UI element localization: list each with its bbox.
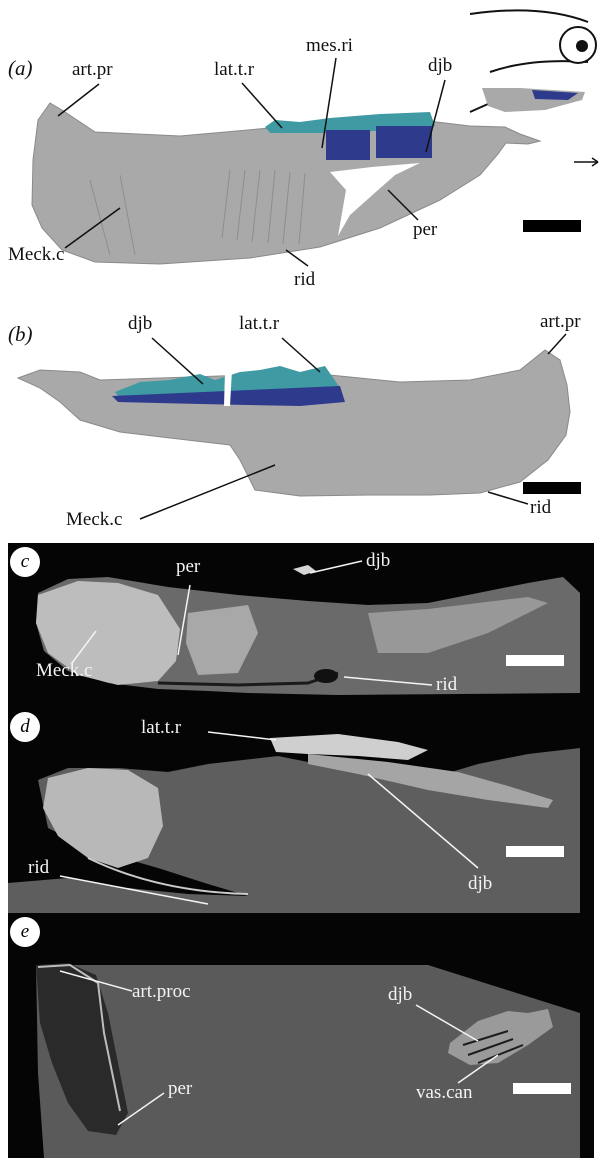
panel-e: e art.proc djb per vas.can: [8, 913, 594, 1158]
label-djb-c: djb: [366, 551, 390, 570]
label-djb-e: djb: [388, 985, 412, 1004]
panel-tag-c: c: [10, 547, 40, 577]
panel-a-figure: [0, 0, 602, 300]
label-per-c: per: [176, 557, 200, 576]
panel-c: c per djb Meck.c rid: [8, 543, 594, 708]
label-rid-c: rid: [436, 675, 457, 694]
panel-tag-e: e: [10, 917, 40, 947]
label-art-pr-b: art.pr: [540, 312, 581, 331]
label-rid: rid: [294, 270, 315, 289]
scale-bar-d: [506, 846, 564, 857]
scale-bar-a: [523, 220, 581, 232]
label-mes-ri: mes.ri: [306, 36, 353, 55]
panel-d-figure: [8, 708, 594, 913]
label-meck-c: Meck.c: [8, 245, 64, 264]
leader-meck-c-b: [140, 465, 275, 519]
label-djb-d: djb: [468, 874, 492, 893]
panel-tag-a: (a): [8, 58, 33, 79]
panel-tag-d: d: [10, 712, 40, 742]
label-rid-d: rid: [28, 858, 49, 877]
dark-pocket-c: [314, 669, 338, 683]
leader-art-pr-b: [548, 334, 566, 354]
panel-d: d lat.t.r rid djb: [8, 708, 594, 913]
dentary-block-1: [326, 130, 370, 160]
panel-e-figure: [8, 913, 594, 1158]
label-lat-t-r-d: lat.t.r: [141, 718, 181, 737]
scale-bar-b: [523, 482, 581, 494]
leader-rid-a: [286, 250, 308, 266]
label-djb: djb: [428, 56, 452, 75]
label-meck-c-c: Meck.c: [36, 661, 92, 680]
label-rid-b: rid: [530, 498, 551, 517]
leader-rid-b: [488, 492, 528, 504]
leader-art-pr-a: [58, 84, 99, 116]
panel-tag-b: (b): [8, 324, 33, 345]
panel-b-figure: [0, 300, 602, 540]
panel-c-figure: [8, 543, 594, 708]
label-djb-b: djb: [128, 314, 152, 333]
label-vas-can: vas.can: [416, 1083, 472, 1102]
label-per-e: per: [168, 1079, 192, 1098]
label-per: per: [413, 220, 437, 239]
inset-eye-icon: [576, 40, 588, 52]
label-lat-t-r: lat.t.r: [214, 60, 254, 79]
label-meck-c-b: Meck.c: [66, 510, 122, 529]
dentary-block-2: [376, 126, 432, 158]
label-art-pr: art.pr: [72, 60, 113, 79]
scale-bar-c: [506, 655, 564, 666]
scale-bar-e: [513, 1083, 571, 1094]
panel-a: (a) art.pr lat.t.r mes.ri djb Meck.c rid…: [0, 0, 602, 300]
label-art-proc: art.proc: [132, 982, 191, 1001]
leader-lat-t-r-a: [242, 83, 282, 128]
leader-lat-t-r-b: [282, 338, 320, 372]
label-lat-t-r-b: lat.t.r: [239, 314, 279, 333]
panel-b: (b) djb lat.t.r art.pr Meck.c rid: [0, 300, 602, 540]
